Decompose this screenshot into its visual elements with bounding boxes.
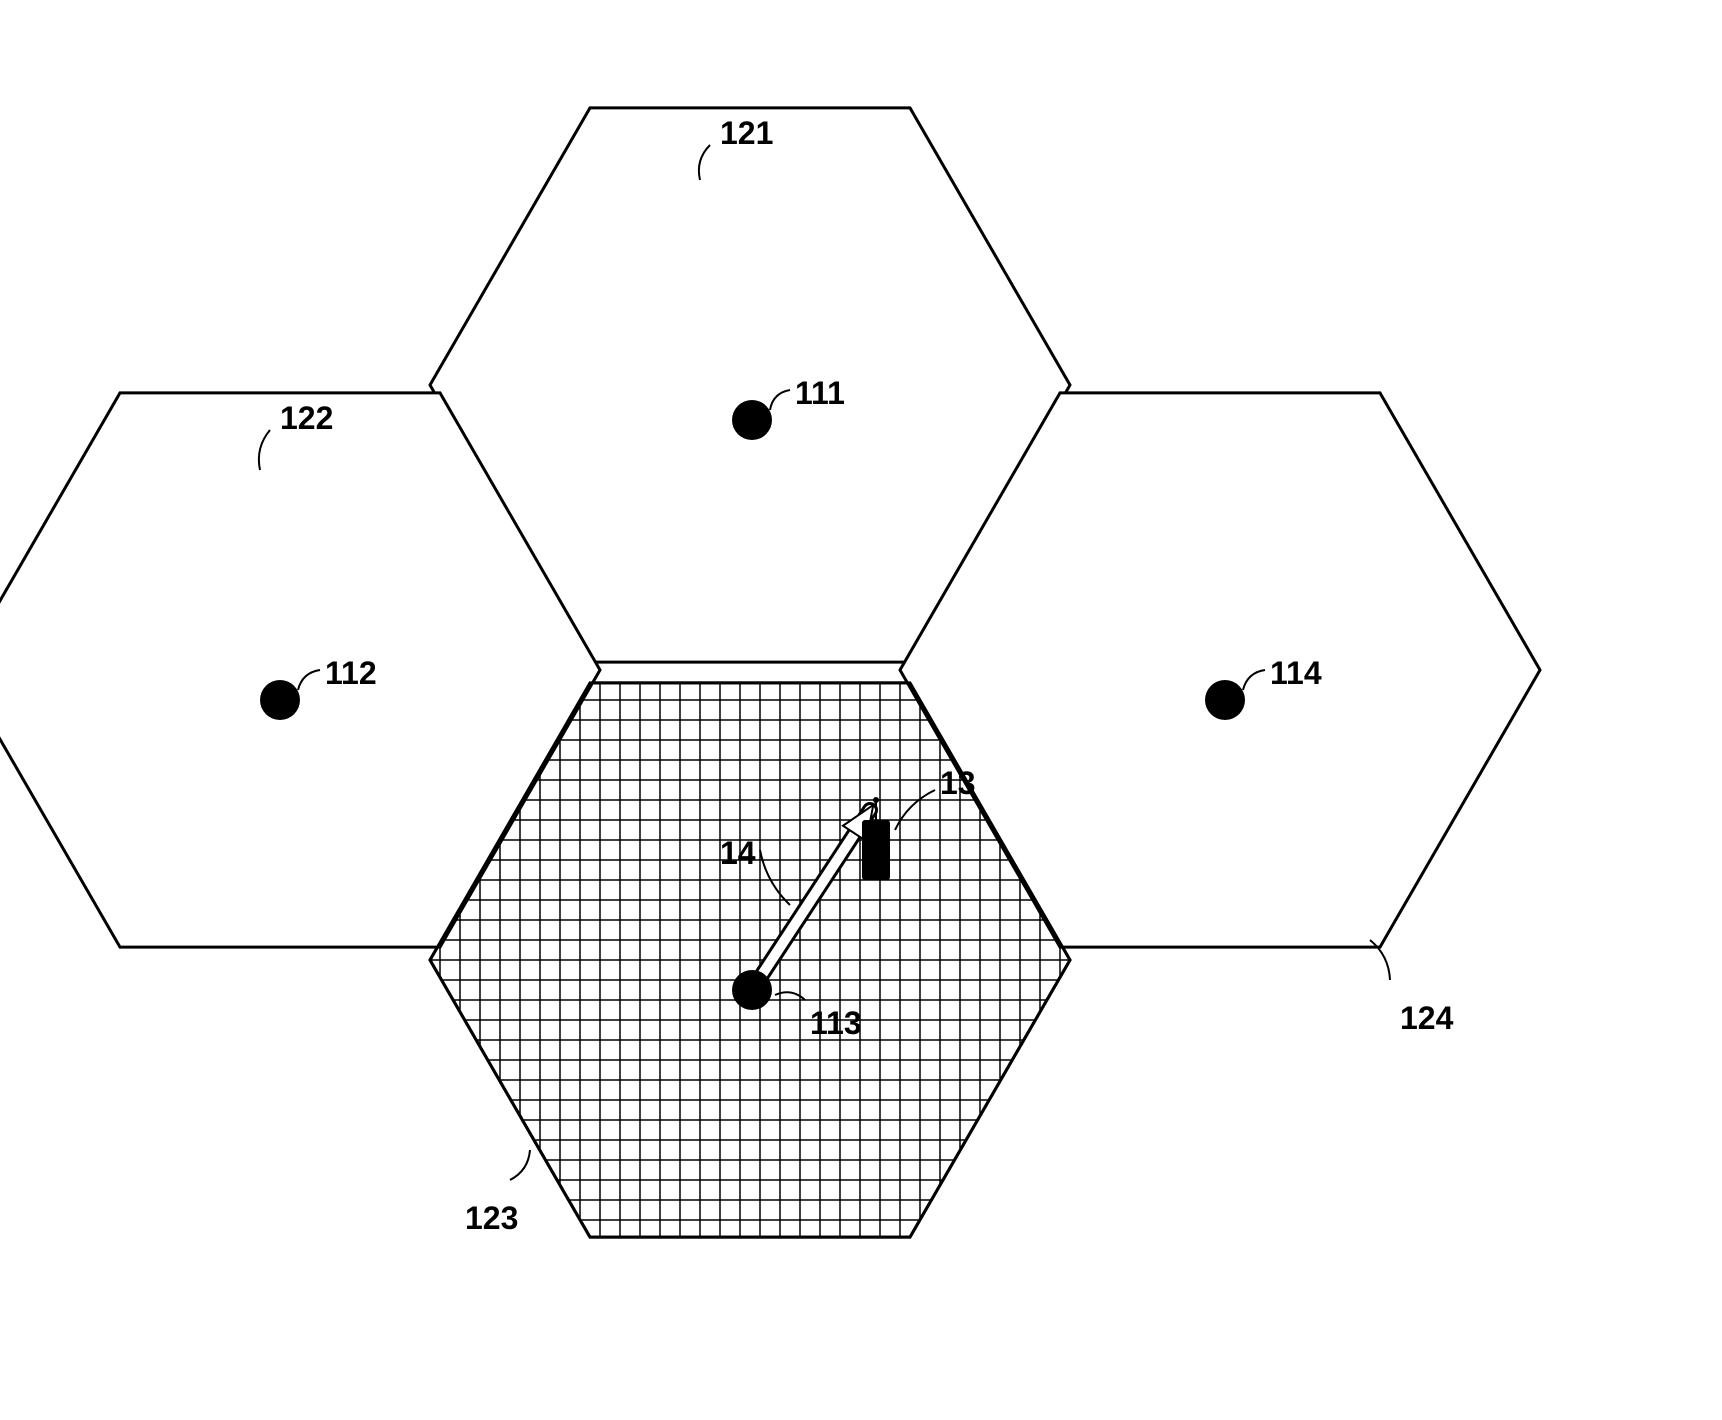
base-station-114 [1205, 680, 1245, 720]
base-station-112 [260, 680, 300, 720]
label-node-111: 111 [795, 375, 845, 412]
label-cell-123: 123 [465, 1200, 518, 1237]
label-node-114: 114 [1270, 655, 1322, 692]
label-cell-124: 124 [1400, 1000, 1453, 1037]
label-phone-13: 13 [940, 765, 976, 802]
base-station-111 [732, 400, 772, 440]
label-link-14: 14 [720, 835, 756, 872]
cellular-network-diagram [0, 0, 1722, 1420]
label-node-112: 112 [325, 655, 377, 692]
base-station-113 [732, 970, 772, 1010]
label-cell-121: 121 [720, 115, 773, 152]
label-cell-122: 122 [280, 400, 333, 437]
label-node-113: 113 [810, 1005, 862, 1042]
